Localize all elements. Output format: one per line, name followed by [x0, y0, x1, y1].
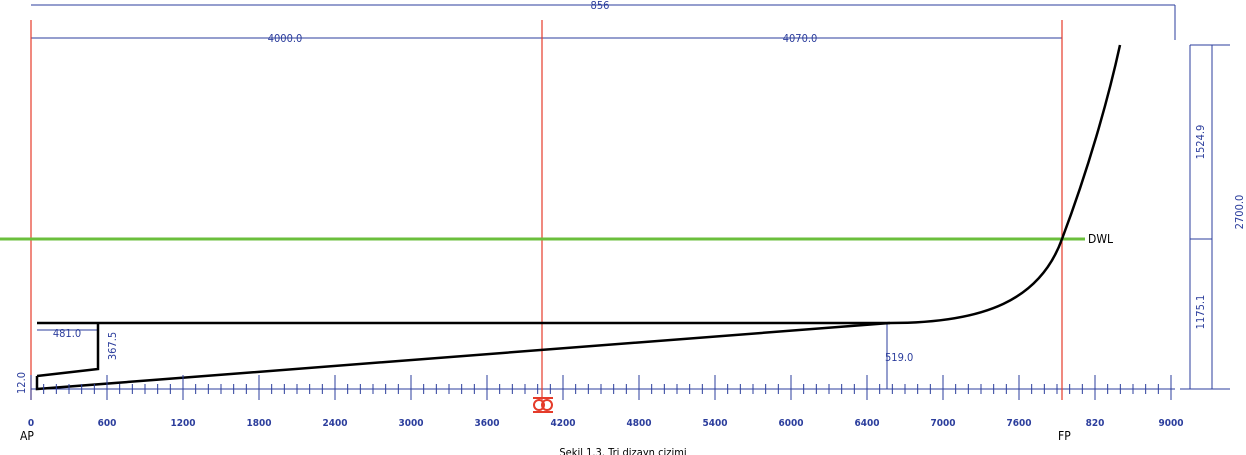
- scale-label: 5400: [702, 418, 727, 429]
- fp-label: FP: [1058, 429, 1071, 443]
- caption: Şekil 1.3. Tri dizayn çizimi: [559, 446, 686, 455]
- hull: [35, 44, 1122, 391]
- scale-label: 7600: [1006, 418, 1031, 429]
- scale-label: 600: [98, 418, 117, 429]
- dim-label: 4070.0: [783, 32, 818, 45]
- scale-label: 3600: [474, 418, 499, 429]
- dim-label: 1175.1: [1194, 295, 1207, 330]
- dim-label: 4000.0: [268, 32, 303, 45]
- scale-ticks: [30, 375, 1172, 400]
- dim-label: 367.5: [106, 332, 119, 360]
- transom: [36, 323, 100, 378]
- scale-label: 820: [1086, 418, 1105, 429]
- dim-label: 12.0: [15, 372, 28, 394]
- scale-label: 1800: [246, 418, 271, 429]
- dim-label: 856: [591, 0, 610, 12]
- dim-label: 1524.9: [1194, 125, 1207, 160]
- scale-label: 4200: [550, 418, 575, 429]
- keel-line: [35, 321, 891, 391]
- scale-label: 4800: [626, 418, 651, 429]
- midship-symbol: [533, 397, 553, 413]
- sheer-and-stem: [37, 44, 1122, 325]
- dimension-lines: [31, 4, 1230, 390]
- waterline-label: DWL: [1088, 232, 1113, 246]
- dim-label: 2700.0: [1233, 195, 1246, 230]
- scale-label: 9000: [1158, 418, 1183, 429]
- symbol-circle: [541, 399, 553, 411]
- scale-label: 0: [28, 418, 34, 429]
- symbol-circle: [533, 399, 545, 411]
- ap-label: AP: [20, 429, 34, 443]
- perpendiculars: [30, 20, 1063, 400]
- scale-label: 3000: [398, 418, 423, 429]
- scale-label: 2400: [322, 418, 347, 429]
- scale-label: 7000: [930, 418, 955, 429]
- scale-label: 6000: [778, 418, 803, 429]
- dim-label: 519.0: [885, 351, 913, 364]
- scale-label: 6400: [854, 418, 879, 429]
- scale-label: 1200: [170, 418, 195, 429]
- dim-label: 481.0: [53, 327, 81, 340]
